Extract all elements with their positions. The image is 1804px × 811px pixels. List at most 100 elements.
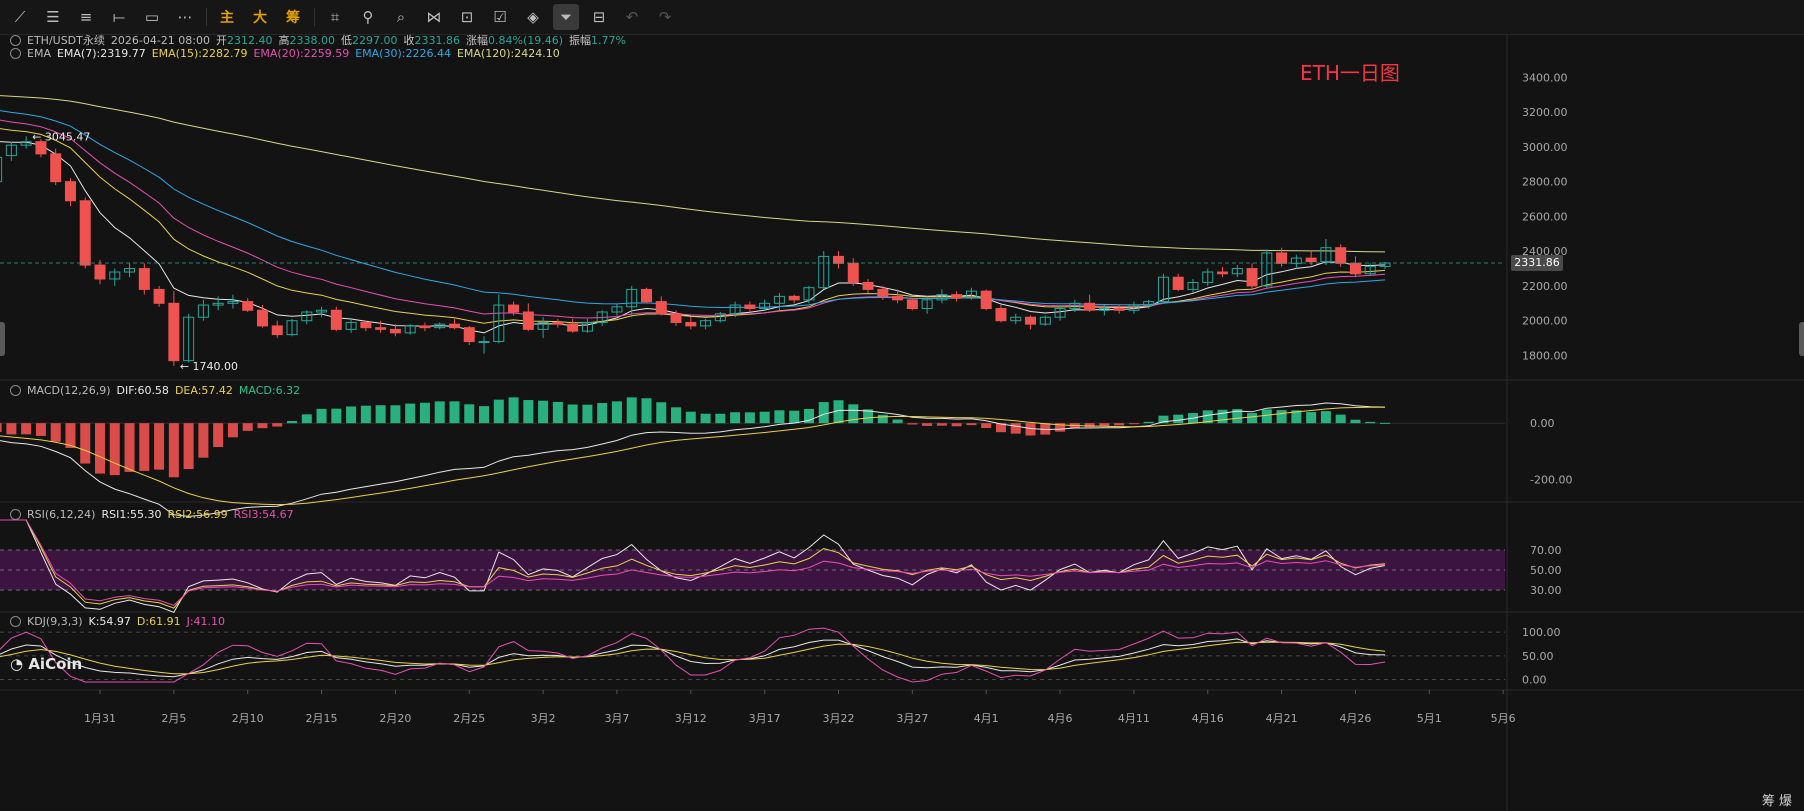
filter-icon[interactable]: ⏷: [553, 4, 579, 30]
macd-histogram-bar: [360, 405, 371, 424]
redo-icon[interactable]: ↷: [658, 8, 672, 26]
tool-zhu-button[interactable]: 主: [220, 10, 234, 26]
rectangle-icon[interactable]: ▭: [144, 8, 160, 26]
candle-body: [1364, 265, 1376, 275]
date-tick-label: 1月31: [84, 712, 116, 725]
macd-histogram-bar: [951, 423, 962, 427]
eye-icon[interactable]: [10, 385, 21, 396]
trash-icon[interactable]: ⊟: [592, 8, 606, 26]
macd-histogram-bar: [685, 411, 696, 424]
horizontal-lines-icon[interactable]: ☰: [46, 8, 60, 26]
macd-tick-label: -200.00: [1530, 474, 1572, 487]
macd-histogram-bar: [1114, 423, 1125, 426]
candle-body: [5, 144, 17, 157]
rsi-legend: RSI(6,12,24) RSI1:55.30 RSI2:56.99 RSI3:…: [10, 508, 300, 521]
note-icon[interactable]: ☑: [493, 8, 507, 26]
ruler-icon[interactable]: ⌗: [330, 8, 340, 26]
candle-body: [20, 141, 32, 146]
dotted-tool-icon[interactable]: ⋯: [177, 8, 193, 26]
macd-histogram-bar: [1306, 412, 1317, 424]
candle-body: [1039, 316, 1051, 325]
corner-tabs[interactable]: 筹 爆: [1761, 794, 1792, 809]
low-price-marker: ← 1740.00: [180, 360, 238, 373]
candle-body: [124, 268, 136, 273]
low-label: 低: [341, 34, 352, 47]
macd-histogram-bar: [1276, 410, 1287, 424]
trend-line-icon[interactable]: ⟋: [14, 8, 26, 26]
macd-histogram-bar: [1158, 415, 1169, 424]
magnet-icon[interactable]: ⚲: [362, 8, 374, 26]
eraser-icon[interactable]: ◈: [527, 8, 539, 26]
date-tick-label: 4月16: [1192, 712, 1224, 725]
macd-histogram-bar: [611, 401, 622, 424]
candle-body: [1069, 302, 1081, 310]
ema-label: EMA: [27, 47, 51, 60]
macd-dea: DEA:57.42: [174, 384, 233, 397]
high-value: 2338.00: [289, 33, 336, 47]
macd-histogram-bar: [198, 423, 209, 458]
candle-body: [316, 309, 328, 313]
macd-histogram-bar: [183, 423, 194, 470]
macd-histogram-bar: [1128, 423, 1139, 425]
macd-histogram-bar: [479, 406, 490, 424]
rsi2-value: RSI2:56.99: [167, 508, 228, 521]
price-tick-label: 2600.00: [1522, 210, 1568, 223]
date-tick-label: 3月12: [675, 712, 707, 725]
change-value: 0.84%(19.46): [488, 33, 564, 47]
candle-body: [611, 306, 623, 313]
macd-histogram-bar: [0, 423, 2, 433]
left-panel-handle[interactable]: [0, 322, 5, 356]
toolbar-separator: [206, 8, 207, 26]
candle-body: [1098, 308, 1110, 311]
macd-histogram-bar: [346, 406, 357, 424]
lock-icon[interactable]: ⊡: [460, 8, 474, 26]
candle-body: [242, 301, 254, 311]
macd-histogram-bar: [80, 423, 91, 464]
ema7-value: EMA(7):2319.77: [56, 47, 146, 60]
macd-histogram-bar: [730, 412, 741, 424]
date-tick-label: 4月11: [1118, 712, 1150, 725]
eye-icon[interactable]: [10, 34, 21, 46]
macd-histogram-bar: [1202, 410, 1213, 424]
macd-histogram-bar: [1320, 411, 1331, 424]
macd-histogram-bar: [877, 414, 888, 424]
ema7-line: [0, 141, 1386, 334]
ema120-line: [0, 95, 1386, 253]
segment-icon[interactable]: ⟝: [112, 8, 126, 26]
undo-icon[interactable]: ↶: [625, 8, 639, 26]
candle-body: [670, 313, 682, 323]
rsi3-line: [0, 519, 1386, 606]
kdj-k: K:54.97: [88, 615, 131, 628]
current-price-tag: 2331.86: [1511, 255, 1563, 272]
tool-chou-button[interactable]: 筹: [286, 10, 300, 26]
candle-body: [906, 299, 918, 310]
candle-body: [345, 321, 357, 330]
eye-icon[interactable]: [10, 48, 21, 59]
candle-body: [493, 304, 505, 343]
candle-body: [94, 264, 106, 280]
candle-body: [640, 288, 652, 303]
right-panel-handle[interactable]: [1799, 322, 1804, 356]
candle-body: [1246, 268, 1258, 287]
candle-body: [626, 288, 638, 308]
macd-dif: DIF:60.58: [116, 384, 169, 397]
macd-label: MACD(12,26,9): [27, 384, 111, 397]
tool-da-button[interactable]: 大: [253, 10, 267, 26]
search-zoom-icon[interactable]: ⌕: [396, 8, 406, 26]
chart-area[interactable]: 3400.00 3200.00 3000.00 2800.00 2600.00 2400.…: [0, 34, 1804, 811]
macd-histogram-bar: [671, 407, 682, 424]
candle-body: [921, 299, 933, 310]
menu-lines-icon[interactable]: ≡: [79, 8, 93, 26]
candle-body: [1025, 316, 1037, 325]
date-tick-label: 5月1: [1417, 712, 1442, 725]
pattern-icon[interactable]: ⋈: [426, 8, 442, 26]
ema120-value: EMA(120):2424.10: [456, 47, 560, 60]
close-label: 收: [403, 34, 415, 47]
eye-icon[interactable]: [10, 509, 21, 520]
kdj-k-line: [0, 638, 1386, 678]
macd-histogram-bar: [759, 411, 770, 424]
date-tick-label: 4月21: [1266, 712, 1298, 725]
macd-histogram-bar: [1291, 410, 1302, 424]
macd-histogram-bar: [1173, 414, 1184, 424]
eye-icon[interactable]: [10, 616, 21, 627]
